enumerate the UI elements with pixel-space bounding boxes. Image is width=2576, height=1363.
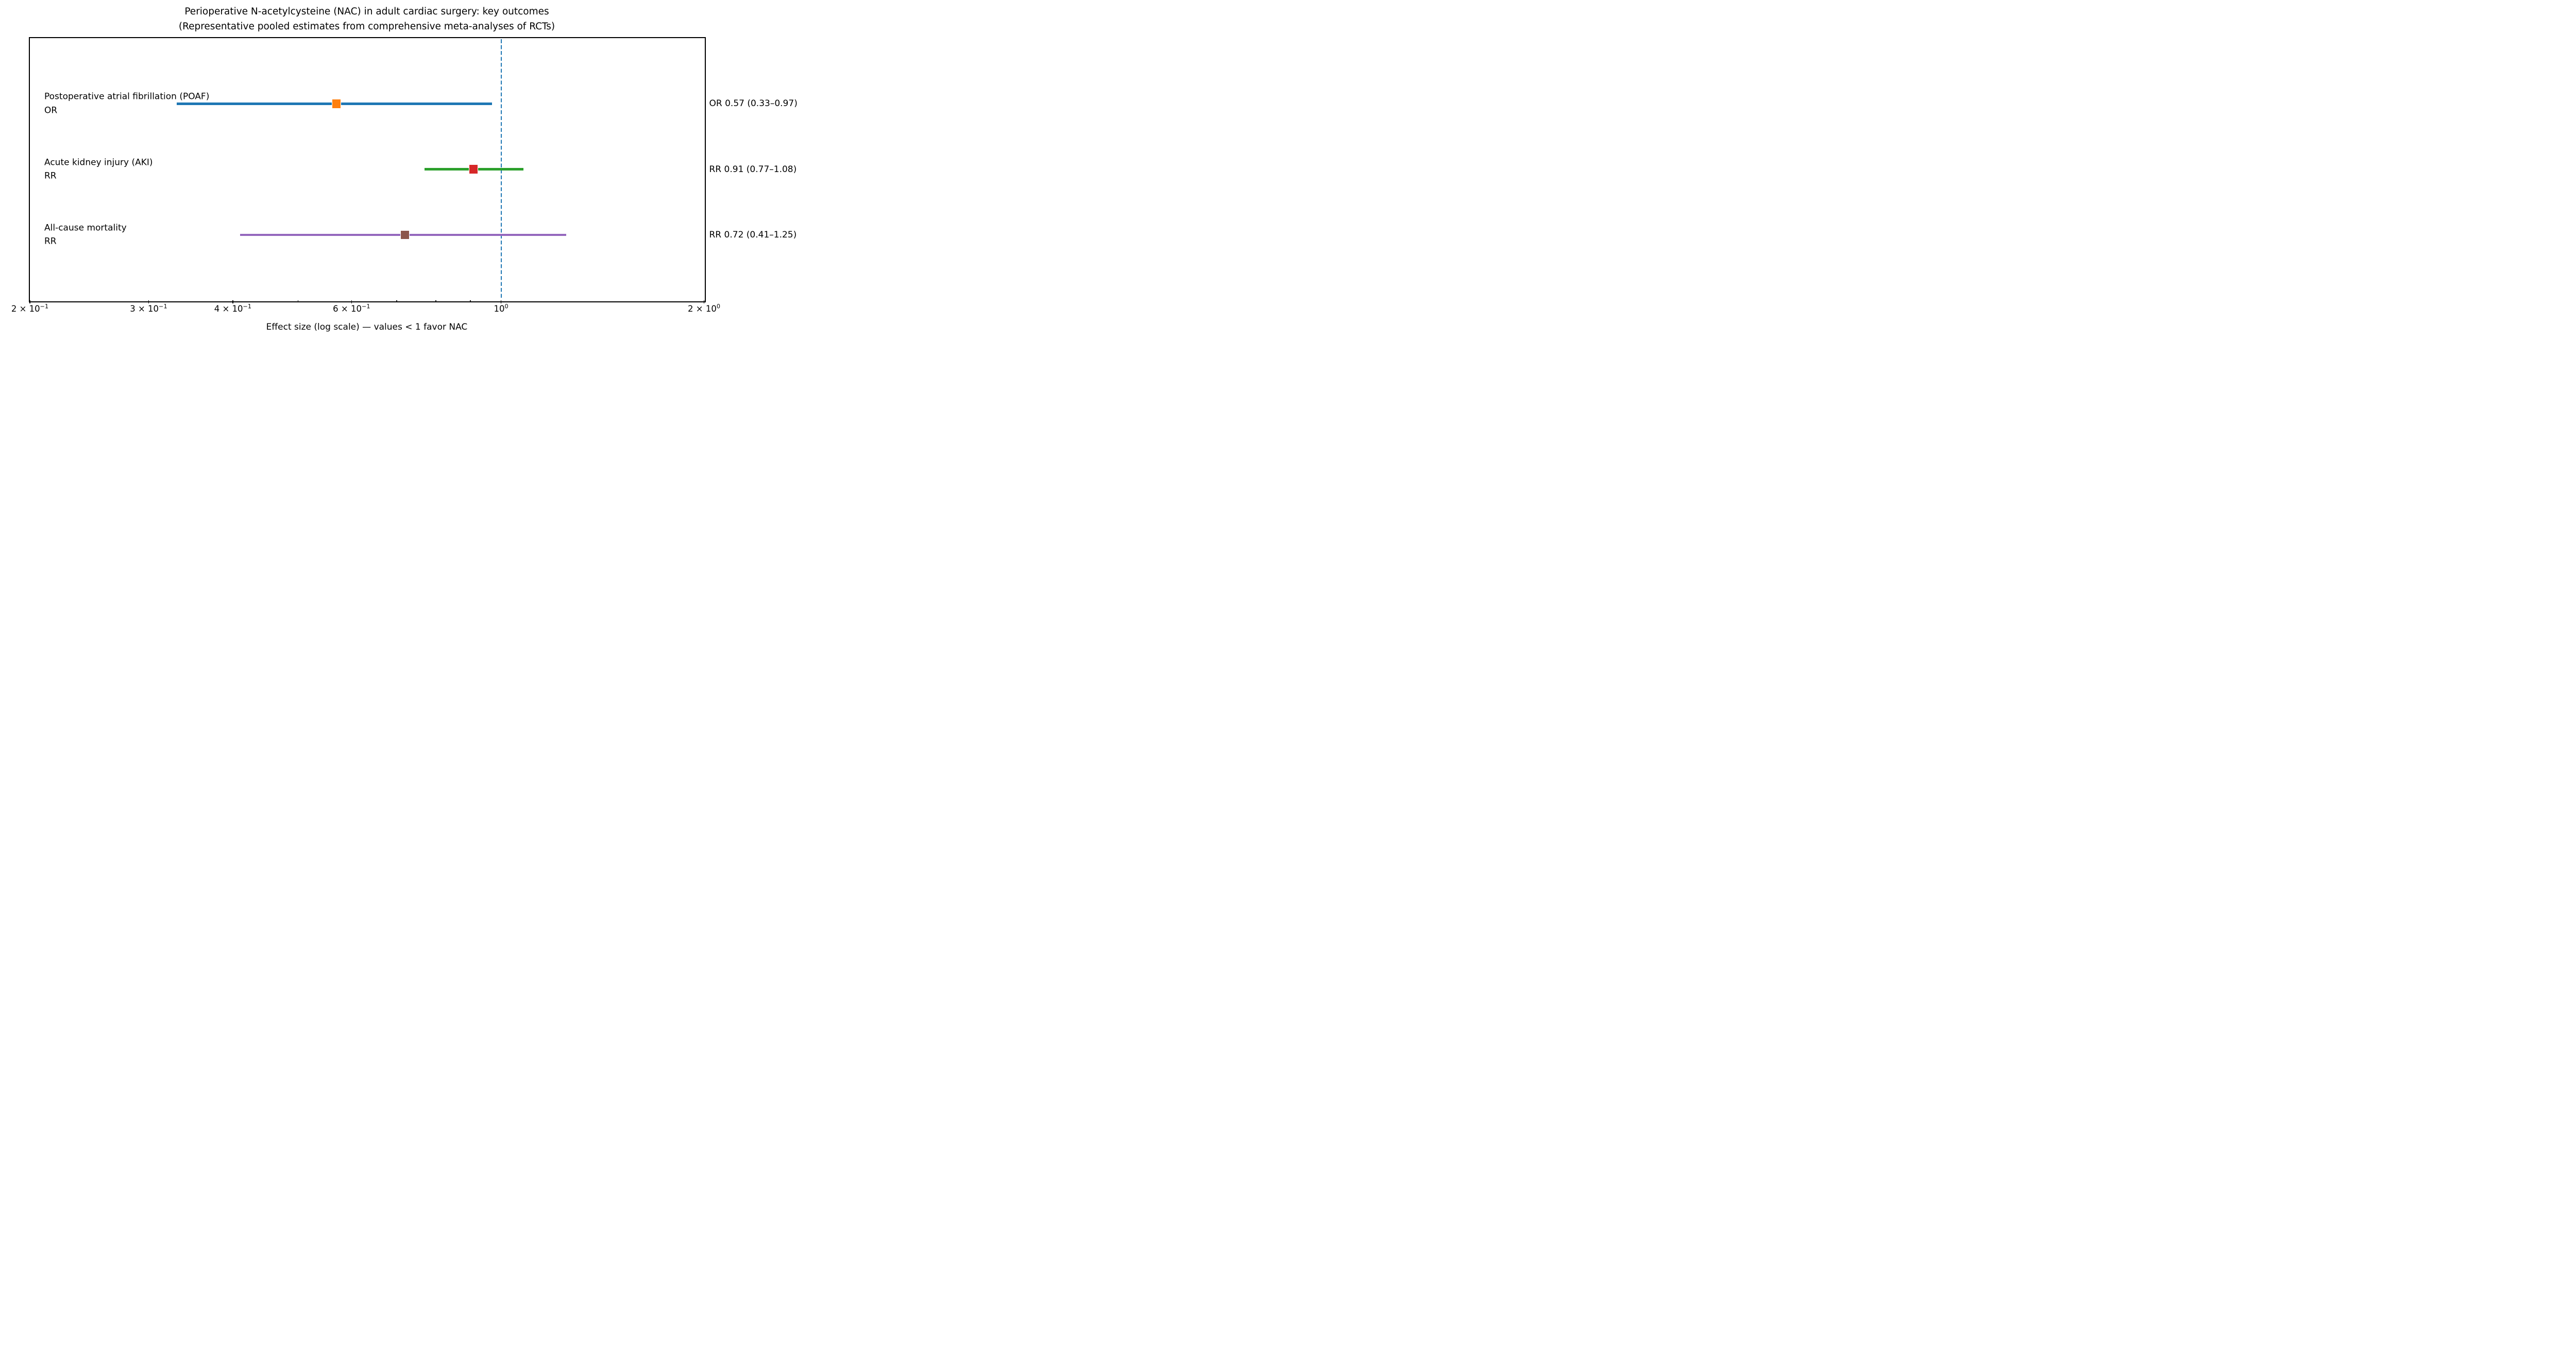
x-tick-label-exponent: −1 — [40, 303, 49, 310]
x-tick-minor — [435, 300, 436, 302]
x-tick-minor — [297, 300, 299, 302]
chart-title: Perioperative N-acetylcysteine (NAC) in … — [179, 4, 555, 34]
forest-plot-figure: Perioperative N-acetylcysteine (NAC) in … — [0, 0, 842, 341]
x-tick-label-exponent: −1 — [159, 303, 167, 310]
row-label: Acute kidney injury (AKI) RR — [44, 156, 153, 183]
chart-title-line1: Perioperative N-acetylcysteine (NAC) in … — [184, 6, 549, 17]
x-tick-label: 6 × 10−1 — [333, 303, 370, 314]
row-label-measure: RR — [44, 171, 57, 181]
plot-area — [29, 37, 706, 302]
point-marker — [331, 99, 342, 109]
x-tick-major — [500, 300, 502, 303]
x-tick-major — [232, 300, 233, 303]
x-tick-label-base: 6 × 10 — [333, 303, 362, 314]
x-tick-label-exponent: −1 — [361, 303, 370, 310]
row-label: Postoperative atrial fibrillation (POAF)… — [44, 90, 209, 117]
x-tick-major — [29, 300, 30, 303]
point-marker — [468, 164, 479, 174]
x-tick-label-base: 4 × 10 — [214, 303, 243, 314]
x-tick-label: 2 × 10−1 — [11, 303, 49, 314]
chart-title-line2: (Representative pooled estimates from co… — [178, 21, 555, 32]
x-axis-label: Effect size (log scale) — values < 1 fav… — [266, 322, 468, 332]
x-tick-label-exponent: −1 — [243, 303, 252, 310]
x-tick-label: 100 — [494, 303, 509, 314]
row-label-outcome: Acute kidney injury (AKI) — [44, 157, 153, 168]
x-tick-label-base: 3 × 10 — [130, 303, 159, 314]
x-tick-major — [148, 300, 149, 303]
x-tick-label-base: 2 × 10 — [11, 303, 40, 314]
x-tick-label-exponent: 0 — [716, 303, 720, 310]
row-label: All-cause mortality RR — [44, 221, 127, 248]
x-tick-label-base: 2 × 10 — [688, 303, 717, 314]
row-label-outcome: Postoperative atrial fibrillation (POAF) — [44, 91, 210, 102]
point-marker — [400, 230, 410, 240]
x-tick-major — [351, 300, 352, 303]
row-label-outcome: All-cause mortality — [44, 223, 127, 233]
x-tick-minor — [469, 300, 471, 302]
effect-annotation: RR 0.72 (0.41–1.25) — [709, 229, 797, 240]
x-tick-label: 3 × 10−1 — [130, 303, 167, 314]
x-tick-minor — [396, 300, 397, 302]
effect-annotation: RR 0.91 (0.77–1.08) — [709, 164, 797, 175]
x-tick-label-base: 10 — [494, 303, 505, 314]
x-tick-label: 2 × 100 — [688, 303, 720, 314]
x-tick-major — [703, 300, 705, 303]
row-label-measure: RR — [44, 236, 57, 247]
x-tick-label-exponent: 0 — [504, 303, 509, 310]
x-tick-label: 4 × 10−1 — [214, 303, 252, 314]
row-label-measure: OR — [44, 105, 58, 116]
effect-annotation: OR 0.57 (0.33–0.97) — [709, 98, 798, 109]
